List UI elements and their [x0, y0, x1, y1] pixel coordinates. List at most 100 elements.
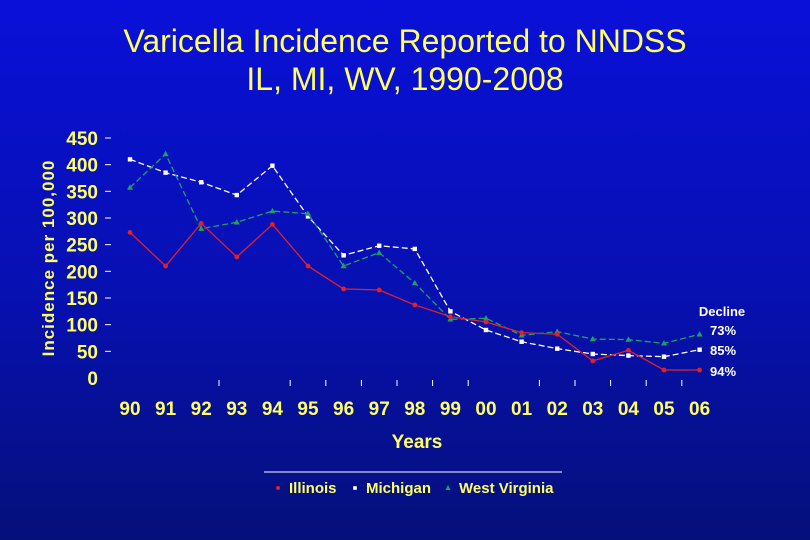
data-point	[305, 210, 311, 216]
legend-label: Michigan	[366, 480, 431, 497]
x-tick-label: 90	[119, 399, 140, 420]
y-axis-label: Incidence per 100,000	[39, 160, 58, 357]
data-point	[661, 340, 667, 346]
data-point	[590, 351, 595, 357]
decline-value: 85%	[710, 343, 736, 358]
data-point	[697, 347, 702, 352]
data-point	[483, 327, 489, 333]
data-point	[163, 263, 169, 269]
data-point	[234, 192, 239, 198]
data-point	[340, 262, 347, 269]
chart-series	[127, 150, 703, 373]
data-point	[412, 246, 417, 252]
legend-label: West Virginia	[459, 480, 554, 497]
x-tick-label: 92	[191, 399, 212, 420]
data-point	[270, 163, 275, 168]
data-point	[233, 219, 240, 225]
data-point	[305, 263, 311, 269]
x-tick-label: 95	[297, 399, 319, 420]
chart-title: Varicella Incidence Reported to NNDSS IL…	[0, 22, 810, 98]
legend-item: West Virginia	[445, 480, 554, 497]
x-tick-label: 98	[404, 399, 425, 420]
y-tick-label: 300	[66, 209, 98, 230]
data-point	[519, 339, 524, 344]
chart-legend: Illinois Michigan West Virginia	[264, 471, 562, 497]
y-tick-label: 350	[66, 182, 98, 203]
legend-marker	[353, 486, 357, 490]
x-tick-label: 02	[547, 399, 568, 420]
x-tick-label: 01	[511, 399, 533, 420]
data-point	[162, 150, 169, 157]
data-point	[590, 358, 596, 364]
x-tick-label: 06	[689, 399, 710, 420]
legend-item: Michigan	[353, 480, 431, 497]
data-point	[554, 331, 560, 337]
data-point	[270, 222, 275, 227]
chart-title-line2: IL, MI, WV, 1990-2008	[246, 61, 564, 97]
data-point	[341, 253, 346, 258]
y-tick-label: 100	[66, 316, 98, 337]
data-point	[376, 249, 383, 255]
data-point	[198, 220, 204, 226]
data-point	[198, 225, 205, 231]
data-point	[341, 286, 346, 292]
legend-marker	[445, 485, 451, 490]
data-point	[625, 336, 632, 342]
series-illinois	[127, 220, 702, 373]
data-point	[127, 157, 133, 162]
legend-label: Illinois	[289, 480, 337, 497]
x-tick-label: 93	[226, 399, 247, 420]
y-tick-label: 150	[66, 289, 98, 310]
y-tick-label: 50	[77, 342, 98, 363]
data-point	[589, 335, 596, 342]
x-tick-label: 00	[475, 399, 496, 420]
decline-value: 73%	[710, 323, 736, 338]
x-tick-label: 99	[440, 399, 461, 420]
data-point	[163, 170, 168, 175]
data-point	[626, 347, 631, 353]
data-point	[661, 367, 667, 373]
y-tick-label: 400	[66, 156, 98, 177]
data-point	[411, 279, 418, 286]
data-point	[661, 354, 667, 359]
legend-marker	[276, 486, 280, 490]
x-tick-label: 05	[653, 399, 675, 420]
decline-value: 94%	[710, 364, 736, 379]
data-point	[696, 331, 703, 337]
series-west-virginia	[127, 150, 703, 346]
chart-title-line1: Varicella Incidence Reported to NNDSS	[123, 23, 687, 59]
data-point	[127, 230, 133, 235]
series-michigan	[127, 157, 702, 359]
data-point	[305, 214, 311, 219]
series-line	[129, 158, 700, 358]
x-tick-label: 03	[582, 399, 603, 420]
data-point	[448, 314, 453, 320]
data-point	[697, 367, 702, 373]
x-tick-label: 96	[333, 399, 354, 420]
data-point	[199, 180, 204, 185]
x-tick-label: 97	[369, 399, 390, 420]
data-point	[376, 287, 382, 293]
data-point	[519, 330, 524, 336]
x-tick-label: 04	[618, 399, 640, 420]
data-point	[483, 315, 489, 321]
x-tick-label: 94	[262, 399, 284, 420]
data-point	[377, 243, 382, 248]
legend-item: Illinois	[276, 480, 337, 497]
y-tick-label: 250	[66, 236, 98, 257]
data-point	[127, 184, 133, 190]
x-tick-label: 91	[155, 399, 177, 420]
x-axis-label: Years	[392, 432, 443, 453]
data-point	[626, 353, 631, 358]
y-tick-label: 0	[87, 369, 98, 390]
data-point	[234, 254, 240, 260]
data-point	[412, 302, 418, 308]
data-point	[555, 346, 560, 351]
data-point	[483, 319, 489, 325]
y-tick-label: 200	[66, 262, 98, 283]
decline-annotation: Decline 73% 85% 94%	[699, 304, 745, 379]
y-tick-label: 450	[66, 129, 98, 150]
data-point	[269, 207, 276, 214]
